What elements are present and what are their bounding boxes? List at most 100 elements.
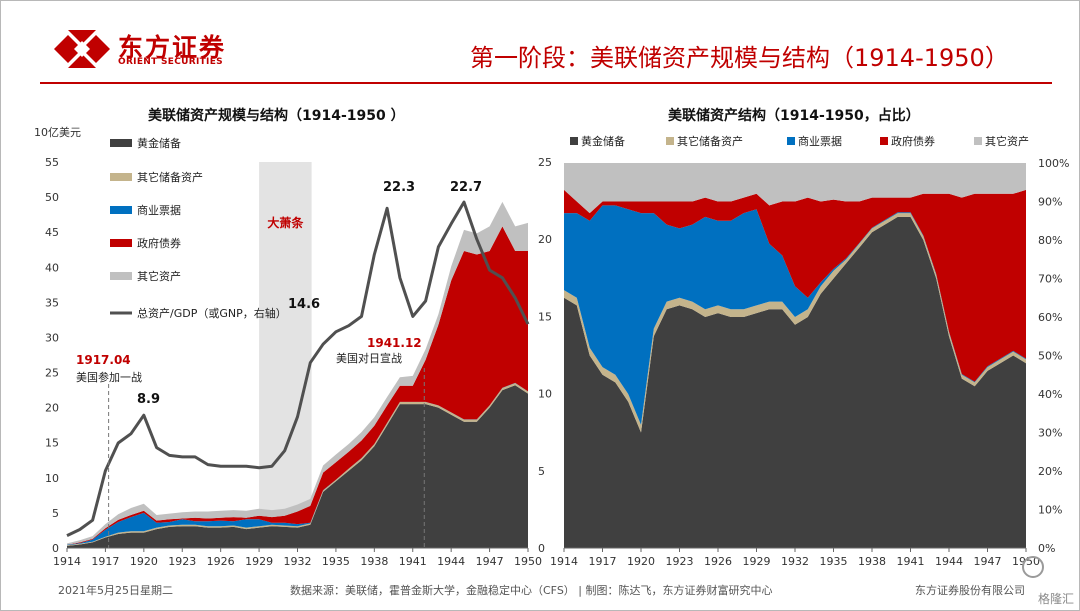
right-ytick-label: 50% xyxy=(1038,350,1062,363)
left-legend-label-4: 其它资产 xyxy=(137,269,181,283)
left-ytick-label: 15 xyxy=(45,437,59,450)
right-xtick-label: 1932 xyxy=(781,555,809,568)
right-ytick-label: 100% xyxy=(1038,157,1069,170)
left-legend-label-1: 其它储备资产 xyxy=(137,170,203,184)
depression-band xyxy=(259,162,312,548)
left-xtick-label: 1932 xyxy=(284,555,312,568)
left-ytick-label: 30 xyxy=(45,331,59,344)
right-area-4 xyxy=(564,163,1026,214)
event-1917-text: 美国参加一战 xyxy=(76,370,142,384)
left-xtick-label: 1923 xyxy=(168,555,196,568)
left-ytick-right-label: 0 xyxy=(538,542,545,555)
peak-1940-label: 22.3 xyxy=(383,180,415,195)
right-legend-label-0: 黄金储备 xyxy=(581,134,625,148)
right-xtick-label: 1947 xyxy=(974,555,1002,568)
right-xtick-label: 1914 xyxy=(550,555,578,568)
left-ytick-label: 40 xyxy=(45,261,59,274)
title-divider xyxy=(40,82,1052,84)
right-area-2 xyxy=(564,205,1026,425)
left-ytick-label: 35 xyxy=(45,296,59,309)
event-1917-date: 1917.04 xyxy=(76,353,131,367)
watermark-text: 格隆汇 xyxy=(1038,592,1075,606)
left-ytick-label: 10 xyxy=(45,472,59,485)
footer-date: 2021年5月25日星期二 xyxy=(58,584,173,597)
left-xtick-label: 1938 xyxy=(360,555,388,568)
logo-name: 东方证券 xyxy=(118,33,227,62)
right-area-3 xyxy=(564,189,1026,382)
logo-subtitle: ORIENT SECURITIES xyxy=(118,57,223,67)
left-ytick-label: 20 xyxy=(45,402,59,415)
right-xtick-label: 1941 xyxy=(897,555,925,568)
left-xtick-label: 1941 xyxy=(399,555,427,568)
left-ylabel: 10亿美元 xyxy=(34,126,81,139)
left-ytick-right-label: 25 xyxy=(538,156,552,169)
peak-1920-label: 8.9 xyxy=(137,392,160,407)
left-ytick-label: 45 xyxy=(45,226,59,239)
right-xtick-label: 1917 xyxy=(589,555,617,568)
right-ytick-label: 0% xyxy=(1038,542,1055,555)
left-legend-label-3: 政府债券 xyxy=(137,236,181,250)
left-area-0 xyxy=(67,385,528,548)
right-legend-swatch-4 xyxy=(974,137,982,145)
right-legend-label-2: 商业票据 xyxy=(798,134,842,148)
left-legend-swatch-2 xyxy=(110,206,132,214)
left-xtick-label: 1950 xyxy=(514,555,542,568)
left-legend-swatch-3 xyxy=(110,239,132,247)
right-chart-title: 美联储资产结构（1914-1950，占比） xyxy=(668,108,920,124)
event-1941-date: 1941.12 xyxy=(367,336,422,350)
right-ytick-label: 90% xyxy=(1038,196,1062,209)
right-legend-label-1: 其它储备资产 xyxy=(677,134,743,148)
left-xtick-label: 1920 xyxy=(130,555,158,568)
left-area-2 xyxy=(67,382,528,546)
left-legend-label-0: 黄金储备 xyxy=(137,136,181,150)
footer-company: 东方证券股份有限公司 xyxy=(915,584,1025,597)
left-ytick-right-label: 20 xyxy=(538,233,552,246)
right-xtick-label: 1920 xyxy=(627,555,655,568)
left-xtick-label: 1917 xyxy=(91,555,119,568)
left-xtick-label: 1947 xyxy=(476,555,504,568)
left-ytick-label: 0 xyxy=(52,542,59,555)
right-ytick-label: 30% xyxy=(1038,427,1062,440)
left-xtick-label: 1944 xyxy=(437,555,465,568)
left-legend-swatch-1 xyxy=(110,173,132,181)
peak-1945-label: 22.7 xyxy=(450,180,482,195)
right-legend-swatch-1 xyxy=(666,137,674,145)
right-legend-swatch-3 xyxy=(880,137,888,145)
left-xtick-label: 1926 xyxy=(207,555,235,568)
right-xtick-label: 1926 xyxy=(704,555,732,568)
right-xtick-label: 1935 xyxy=(820,555,848,568)
left-ytick-label: 50 xyxy=(45,191,59,204)
right-ytick-label: 20% xyxy=(1038,465,1062,478)
ratio-line xyxy=(66,200,530,537)
right-xtick-label: 1938 xyxy=(858,555,886,568)
left-ytick-label: 55 xyxy=(45,156,59,169)
right-area-1 xyxy=(564,213,1026,433)
orient-logo-icon xyxy=(54,30,110,68)
peak-1932-label: 14.6 xyxy=(288,297,320,312)
right-legend-swatch-0 xyxy=(570,137,578,145)
left-area-4 xyxy=(67,201,528,545)
right-area-0 xyxy=(564,216,1026,548)
right-xtick-label: 1929 xyxy=(743,555,771,568)
left-legend-label-ratio: 总资产/GDP（或GNP，右轴） xyxy=(137,306,287,320)
right-xtick-label: 1923 xyxy=(666,555,694,568)
left-chart-title: 美联储资产规模与结构（1914-1950 ） xyxy=(148,108,405,124)
left-ytick-label: 5 xyxy=(52,507,59,520)
right-ytick-label: 80% xyxy=(1038,234,1062,247)
right-ytick-label: 40% xyxy=(1038,388,1062,401)
left-legend-label-2: 商业票据 xyxy=(137,203,181,217)
depression-label: 大萧条 xyxy=(267,215,304,230)
right-xtick-label: 1944 xyxy=(935,555,963,568)
left-xtick-label: 1929 xyxy=(245,555,273,568)
right-ytick-label: 60% xyxy=(1038,311,1062,324)
right-ytick-label: 10% xyxy=(1038,504,1062,517)
watermark-icon xyxy=(1022,556,1044,578)
right-legend-label-3: 政府债券 xyxy=(891,134,935,148)
left-xtick-label: 1914 xyxy=(53,555,81,568)
left-legend-swatch-4 xyxy=(110,272,132,280)
left-ytick-right-label: 15 xyxy=(538,310,552,323)
right-ytick-label: 70% xyxy=(1038,273,1062,286)
footer-source: 数据来源：美联储，霍普金斯大学，金融稳定中心（CFS） | 制图：陈达飞，东方证… xyxy=(290,584,773,597)
right-legend-swatch-2 xyxy=(787,137,795,145)
